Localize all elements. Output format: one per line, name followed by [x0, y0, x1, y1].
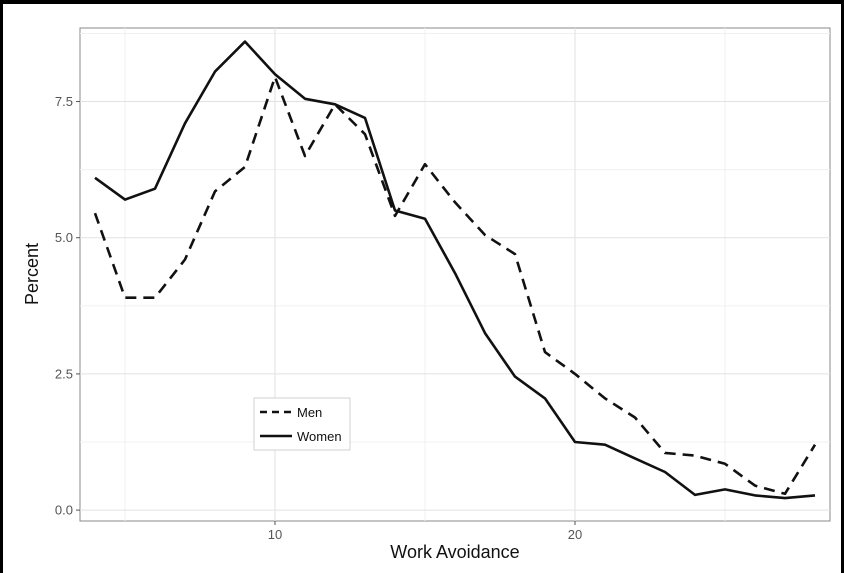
y-axis-title: Percent [22, 243, 42, 305]
x-axis-title: Work Avoidance [390, 542, 519, 562]
legend-box [253, 397, 351, 451]
y-tick-label: 7.5 [55, 94, 73, 109]
series-line-women [94, 40, 816, 500]
series-line-men [93, 75, 817, 496]
legend-label-women: Women [297, 429, 342, 444]
x-tick-label: 20 [568, 527, 582, 542]
legend-label-men: Men [297, 405, 322, 420]
axes-layer: 10 20 0.0 2.5 5.0 7.5 [55, 94, 582, 542]
x-tick-label: 10 [268, 527, 282, 542]
legend: Men Women [253, 397, 351, 451]
grid [80, 28, 830, 521]
y-tick-label: 0.0 [55, 503, 73, 518]
y-tick-label: 2.5 [55, 366, 73, 381]
y-tick-label: 5.0 [55, 230, 73, 245]
series-layer [93, 40, 817, 500]
